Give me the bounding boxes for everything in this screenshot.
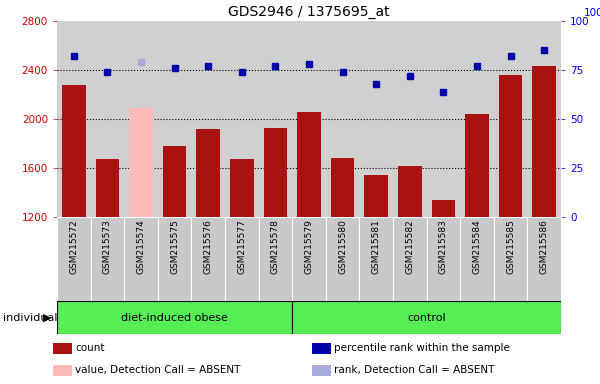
Text: individual: individual	[3, 313, 58, 323]
Text: GSM215572: GSM215572	[70, 220, 78, 274]
Bar	[494, 217, 527, 301]
Bar	[326, 217, 359, 301]
Bar	[527, 217, 561, 301]
Text: GSM215578: GSM215578	[271, 220, 280, 275]
Bar	[91, 217, 124, 301]
Text: GSM215582: GSM215582	[406, 220, 415, 274]
Bar	[191, 217, 225, 301]
Bar	[292, 217, 326, 301]
Bar	[297, 112, 321, 217]
Text: GSM215573: GSM215573	[103, 220, 112, 275]
Bar	[124, 217, 158, 301]
Bar	[532, 66, 556, 217]
Title: GDS2946 / 1375695_at: GDS2946 / 1375695_at	[228, 5, 390, 19]
Bar	[62, 85, 86, 217]
Bar	[499, 75, 523, 217]
Text: GSM215575: GSM215575	[170, 220, 179, 275]
Text: 100%: 100%	[584, 8, 600, 18]
Text: percentile rank within the sample: percentile rank within the sample	[334, 343, 510, 353]
Text: GSM215579: GSM215579	[305, 220, 314, 275]
Bar	[331, 158, 355, 217]
Bar	[230, 159, 254, 217]
Bar	[312, 364, 331, 376]
Bar	[53, 343, 72, 354]
Text: GSM215574: GSM215574	[137, 220, 146, 274]
Bar	[427, 217, 460, 301]
Text: rank, Detection Call = ABSENT: rank, Detection Call = ABSENT	[334, 365, 494, 375]
Bar	[53, 364, 72, 376]
Text: control: control	[407, 313, 446, 323]
Bar	[57, 301, 292, 334]
Bar	[57, 217, 91, 301]
Bar	[312, 343, 331, 354]
Bar	[95, 159, 119, 217]
Text: GSM215581: GSM215581	[372, 220, 381, 275]
Bar	[225, 217, 259, 301]
Bar	[292, 301, 561, 334]
Text: GSM215585: GSM215585	[506, 220, 515, 275]
Bar	[398, 166, 422, 217]
Text: GSM215577: GSM215577	[238, 220, 247, 275]
Bar	[263, 127, 287, 217]
Text: GSM215586: GSM215586	[540, 220, 549, 275]
Text: GSM215580: GSM215580	[338, 220, 347, 275]
Text: GSM215584: GSM215584	[473, 220, 482, 274]
Text: ▶: ▶	[43, 313, 51, 323]
Text: count: count	[76, 343, 105, 353]
Text: diet-induced obese: diet-induced obese	[121, 313, 228, 323]
Bar	[196, 129, 220, 217]
Bar	[359, 217, 393, 301]
Bar	[393, 217, 427, 301]
Bar	[465, 114, 489, 217]
Bar	[129, 108, 153, 217]
Bar	[259, 217, 292, 301]
Bar	[431, 200, 455, 217]
Text: GSM215576: GSM215576	[204, 220, 212, 275]
Bar	[163, 146, 187, 217]
Bar	[158, 217, 191, 301]
Bar	[364, 175, 388, 217]
Bar	[460, 217, 494, 301]
Text: GSM215583: GSM215583	[439, 220, 448, 275]
Text: value, Detection Call = ABSENT: value, Detection Call = ABSENT	[76, 365, 241, 375]
